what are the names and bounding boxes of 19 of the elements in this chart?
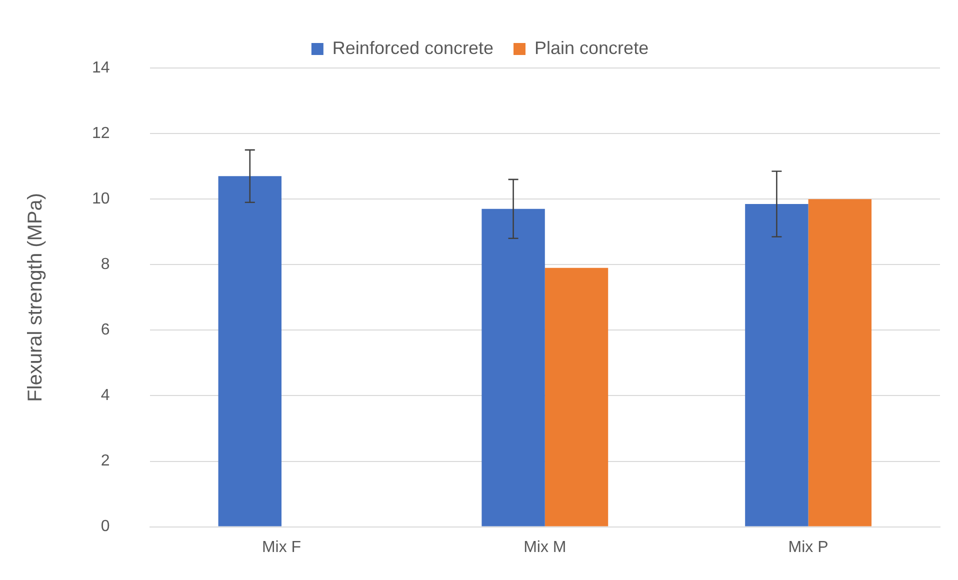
y-axis-title: Flexural strength (MPa) [24, 192, 47, 402]
y-tick-label: 10 [92, 190, 110, 208]
x-tick-label: Mix P [788, 538, 828, 556]
x-tick-label: Mix M [524, 538, 566, 556]
y-tick-label: 0 [100, 518, 110, 536]
y-tick-label: 4 [100, 387, 110, 404]
bar [482, 208, 545, 526]
y-tick-label: 8 [100, 256, 110, 274]
y-tick-label: 2 [100, 452, 110, 470]
legend-label: Plain concrete [534, 38, 649, 58]
y-tick-label: 12 [92, 124, 110, 142]
bar [218, 176, 282, 526]
bar [745, 204, 808, 526]
legend-label: Reinforced concrete [332, 38, 494, 58]
x-tick-label: Mix F [262, 538, 302, 556]
y-tick-label: 14 [92, 59, 110, 76]
bar [544, 268, 608, 526]
y-tick-label: 6 [100, 322, 110, 339]
bar [808, 199, 872, 526]
